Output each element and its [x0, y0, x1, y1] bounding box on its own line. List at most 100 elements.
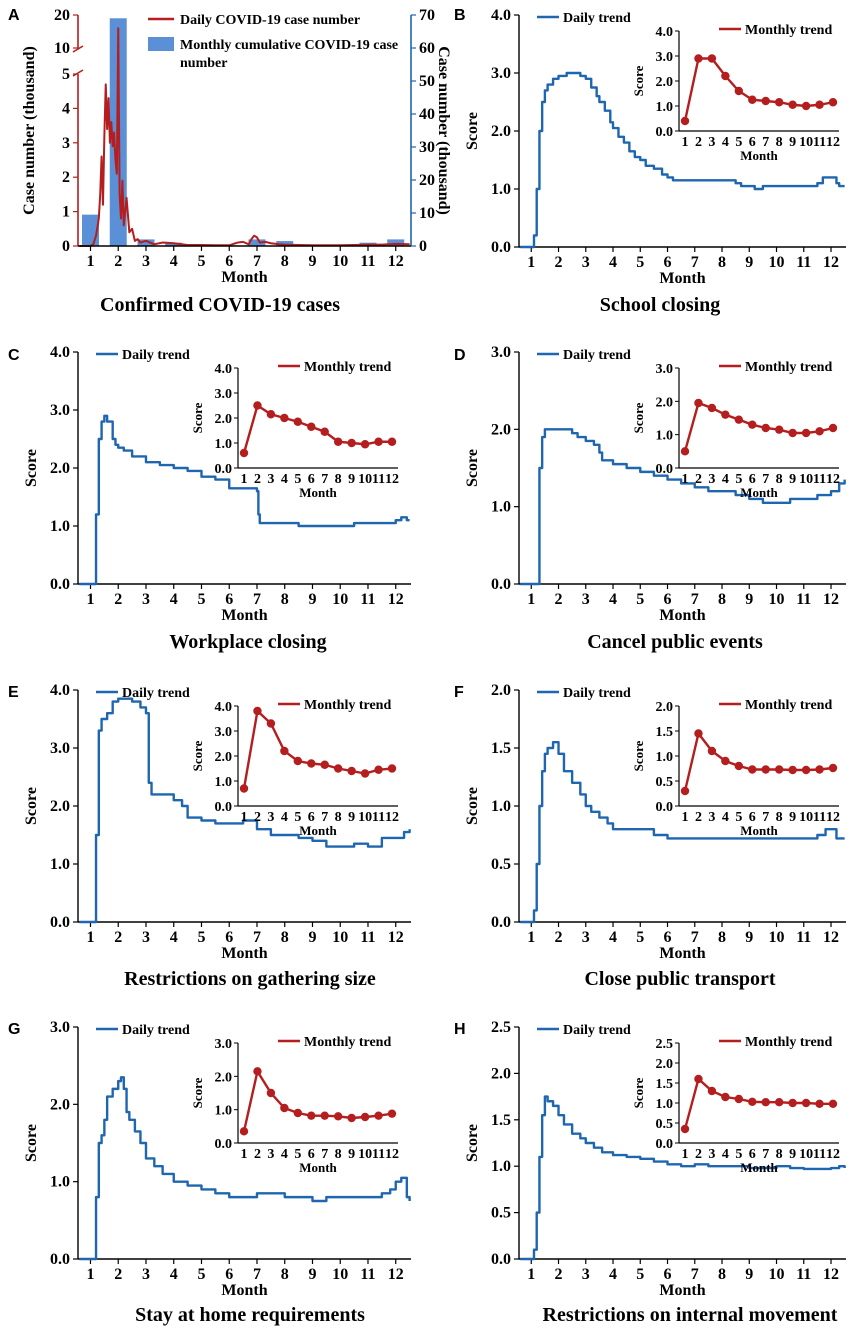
daily-trend-line: [520, 1095, 846, 1261]
x-tick-label: 4: [170, 929, 178, 946]
x-tick-label: 3: [142, 591, 150, 608]
y-tick-label: 1.0: [491, 798, 511, 815]
x-tick-label: 4: [170, 253, 178, 270]
x-tick-label: 12: [388, 929, 404, 946]
y-axis-title: Score: [464, 449, 481, 487]
monthly-point: [707, 1086, 717, 1096]
monthly-point: [707, 54, 717, 63]
monthly-point: [680, 786, 690, 796]
y-left-tick-label: 0: [62, 238, 70, 255]
monthly-point: [815, 1099, 824, 1109]
inset-y-tick-label: 1.0: [656, 429, 674, 444]
inset-x-tick-label: 1: [682, 1147, 689, 1162]
legend-daily-label: Daily trend: [122, 348, 190, 363]
inset-x-tick-label: 9: [348, 1147, 355, 1162]
panel-d: 0.01.02.03.01 2 3 4 5 6 7 8 9 10 11 12MonthScoreDai…: [454, 344, 846, 653]
x-tick-label: 1: [527, 254, 535, 271]
y-tick-label: 1.0: [50, 856, 70, 873]
inset-x-tick-label: 2: [695, 810, 702, 825]
monthly-point: [828, 98, 838, 107]
y-right-tick-label: 50: [419, 73, 435, 90]
legend-daily-label: Daily trend: [563, 11, 631, 26]
x-tick-label: 3: [582, 929, 590, 946]
y-axis-title: Score: [23, 787, 40, 825]
y-tick-label: 0.5: [491, 856, 511, 873]
monthly-point: [347, 438, 356, 448]
y-tick-label: 1.0: [50, 1174, 70, 1191]
y-tick-label: 2.0: [50, 460, 70, 477]
inset-y-tick-label: 1.0: [215, 437, 233, 452]
x-tick-label: 12: [823, 1266, 839, 1283]
x-tick-label: 2: [114, 929, 122, 946]
y-tick-label: 2.0: [491, 682, 511, 699]
inset-x-axis-title: Month: [740, 1160, 778, 1175]
inset-x-tick-label: 10: [799, 1147, 813, 1162]
x-tick-label: 3: [142, 929, 150, 946]
monthly-point: [307, 422, 316, 431]
inset-x-tick-label: 3: [708, 810, 715, 825]
monthly-point: [801, 101, 811, 111]
x-tick-label: 3: [582, 254, 590, 271]
legend-daily-label: Daily trend: [122, 1023, 190, 1038]
monthly-point: [266, 719, 276, 728]
y-tick-label: 3.0: [50, 402, 70, 419]
monthly-trend-line: [683, 57, 834, 122]
x-tick-label: 8: [718, 591, 726, 608]
monthly-point: [774, 98, 784, 107]
monthly-point: [360, 769, 370, 778]
inset-x-tick-label: 8: [335, 472, 342, 487]
x-tick-label: 1: [527, 1266, 535, 1283]
panel-letter: G: [8, 1021, 20, 1038]
inset-x-tick-label: 3: [708, 472, 715, 487]
monthly-point: [801, 1098, 811, 1108]
monthly-point: [707, 746, 717, 756]
x-tick-label: 11: [796, 1266, 811, 1283]
panel-letter: E: [8, 684, 19, 701]
x-tick-label: 8: [281, 591, 289, 608]
y-right-tick-label: 20: [419, 172, 435, 189]
inset-y-tick-label: 0.0: [215, 462, 233, 477]
monthly-point: [694, 729, 703, 738]
monthly-point: [748, 420, 757, 429]
y-axis-title: Score: [23, 1124, 40, 1162]
monthly-point: [266, 410, 276, 419]
legend-daily-label: Daily trend: [122, 686, 190, 701]
inset-y-tick-label: 2.0: [656, 1057, 674, 1072]
monthly-point: [748, 1097, 757, 1107]
legend-monthly-label: Monthly trend: [304, 360, 391, 375]
inset-y-tick-label: 0.0: [215, 1137, 233, 1152]
monthly-point: [360, 440, 370, 449]
y-left-tick-label: 3: [62, 135, 70, 152]
monthly-trend-line: [242, 403, 392, 454]
inset-monthly: 0.01.02.03.04.01 2 3 4 5 6 7 8 9 10 11 12MonthScore…: [190, 698, 399, 838]
inset-y-tick-label: 3.0: [656, 362, 674, 377]
inset-y-tick-label: 2.0: [656, 395, 674, 410]
legend-monthly-label: Monthly trend: [745, 698, 832, 713]
x-tick-label: 6: [225, 253, 233, 270]
x-tick-label: 7: [253, 591, 261, 608]
monthly-point: [680, 447, 690, 456]
y-tick-label: 0.5: [491, 1205, 511, 1222]
y-tick-label: 3.0: [491, 65, 511, 82]
inset-x-tick-label: 5: [294, 810, 301, 825]
inset-x-axis-title: Month: [299, 1160, 337, 1175]
x-tick-label: 12: [823, 254, 839, 271]
inset-y-tick-label: 1.0: [656, 100, 674, 115]
y-tick-label: 4.0: [491, 7, 511, 24]
legend-daily-label: Daily trend: [563, 348, 631, 363]
inset-x-tick-label: 8: [776, 1147, 783, 1162]
inset-y-tick-label: 3.0: [215, 387, 233, 402]
panel-caption: Confirmed COVID-19 cases: [100, 294, 340, 316]
inset-x-tick-label: 10: [799, 810, 813, 825]
x-tick-label: 7: [691, 1266, 699, 1283]
inset-x-tick-label: 10: [799, 472, 813, 487]
y-right-tick-label: 30: [419, 139, 435, 156]
monthly-point: [320, 760, 329, 769]
monthly-trend-line: [683, 401, 834, 452]
inset-x-tick-label: 7: [321, 472, 328, 487]
x-tick-label: 12: [823, 929, 839, 946]
x-axis-title: Month: [659, 607, 705, 624]
x-tick-label: 9: [745, 929, 753, 946]
monthly-point: [828, 1099, 838, 1109]
y-tick-label: 0.0: [491, 576, 511, 593]
